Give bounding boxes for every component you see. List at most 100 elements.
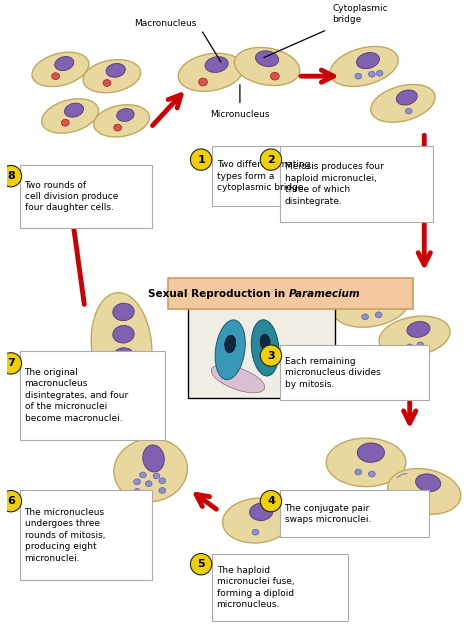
Ellipse shape bbox=[91, 293, 152, 399]
Ellipse shape bbox=[113, 303, 134, 320]
Text: Each remaining
micronucleus divides
by mitosis.: Each remaining micronucleus divides by m… bbox=[284, 356, 380, 389]
Text: 6: 6 bbox=[7, 496, 15, 506]
Ellipse shape bbox=[117, 109, 134, 121]
Ellipse shape bbox=[83, 59, 141, 93]
Circle shape bbox=[0, 353, 22, 374]
Ellipse shape bbox=[61, 119, 69, 126]
Ellipse shape bbox=[211, 365, 264, 393]
Ellipse shape bbox=[396, 90, 417, 105]
Text: The conjugate pair
swaps micronuclei.: The conjugate pair swaps micronuclei. bbox=[284, 504, 371, 524]
Ellipse shape bbox=[271, 72, 279, 80]
Ellipse shape bbox=[106, 63, 125, 77]
FancyBboxPatch shape bbox=[280, 345, 429, 400]
Text: 3: 3 bbox=[267, 351, 275, 361]
Ellipse shape bbox=[32, 52, 89, 87]
Ellipse shape bbox=[159, 487, 166, 494]
Ellipse shape bbox=[215, 320, 245, 380]
Ellipse shape bbox=[405, 108, 412, 114]
Text: 2: 2 bbox=[267, 155, 275, 164]
Ellipse shape bbox=[178, 53, 244, 92]
Ellipse shape bbox=[356, 52, 379, 69]
Circle shape bbox=[260, 149, 282, 170]
Ellipse shape bbox=[114, 439, 187, 502]
Ellipse shape bbox=[153, 473, 160, 479]
Circle shape bbox=[260, 345, 282, 367]
Text: 8: 8 bbox=[7, 171, 15, 181]
Ellipse shape bbox=[113, 348, 134, 365]
Circle shape bbox=[0, 490, 22, 512]
Text: Paramecium: Paramecium bbox=[288, 289, 360, 298]
Circle shape bbox=[191, 554, 212, 575]
Ellipse shape bbox=[251, 320, 279, 376]
Ellipse shape bbox=[235, 47, 300, 85]
Ellipse shape bbox=[417, 342, 424, 348]
Text: The haploid
micronuclei fuse,
forming a diploid
micronucleus.: The haploid micronuclei fuse, forming a … bbox=[217, 566, 294, 609]
Text: Micronucleus: Micronucleus bbox=[210, 110, 270, 119]
Ellipse shape bbox=[146, 481, 152, 487]
Ellipse shape bbox=[357, 443, 384, 463]
Ellipse shape bbox=[114, 125, 121, 131]
Ellipse shape bbox=[118, 391, 125, 398]
Text: The micronucleus
undergoes three
rounds of mitosis,
producing eight
micronuclei.: The micronucleus undergoes three rounds … bbox=[25, 507, 105, 562]
Text: 7: 7 bbox=[7, 358, 15, 368]
Ellipse shape bbox=[159, 478, 166, 483]
Text: 5: 5 bbox=[197, 559, 205, 569]
Text: Sexual Reproduction in: Sexual Reproduction in bbox=[148, 289, 288, 298]
Ellipse shape bbox=[134, 479, 140, 485]
Circle shape bbox=[191, 149, 212, 170]
Ellipse shape bbox=[128, 396, 135, 401]
Ellipse shape bbox=[55, 56, 74, 71]
Ellipse shape bbox=[355, 73, 362, 79]
FancyBboxPatch shape bbox=[212, 554, 347, 621]
Circle shape bbox=[260, 490, 282, 512]
Text: Macronucleus: Macronucleus bbox=[134, 19, 196, 28]
Ellipse shape bbox=[109, 396, 115, 401]
Text: Meiosis produces four
haploid micronuclei,
three of which
disintegrate.: Meiosis produces four haploid micronucle… bbox=[284, 162, 383, 205]
Ellipse shape bbox=[375, 312, 382, 318]
Ellipse shape bbox=[64, 103, 83, 117]
Ellipse shape bbox=[205, 57, 228, 73]
Ellipse shape bbox=[42, 99, 99, 133]
Ellipse shape bbox=[222, 498, 292, 543]
Text: 1: 1 bbox=[197, 155, 205, 164]
Ellipse shape bbox=[379, 316, 450, 356]
Ellipse shape bbox=[368, 471, 375, 477]
Ellipse shape bbox=[255, 51, 279, 66]
FancyBboxPatch shape bbox=[19, 166, 152, 228]
Ellipse shape bbox=[406, 344, 413, 349]
Ellipse shape bbox=[332, 283, 409, 327]
Ellipse shape bbox=[368, 71, 375, 77]
Text: 4: 4 bbox=[267, 496, 275, 506]
Text: The original
macronucleus
disintegrates, and four
of the micronuclei
become macr: The original macronucleus disintegrates,… bbox=[25, 368, 128, 423]
FancyBboxPatch shape bbox=[188, 307, 335, 398]
Ellipse shape bbox=[363, 289, 388, 306]
FancyBboxPatch shape bbox=[280, 146, 433, 222]
Ellipse shape bbox=[52, 73, 59, 80]
Ellipse shape bbox=[362, 314, 368, 320]
Text: Two different mating
types form a
cytoplasmic bridge.: Two different mating types form a cytopl… bbox=[217, 160, 310, 192]
Ellipse shape bbox=[113, 370, 134, 387]
Ellipse shape bbox=[416, 474, 441, 492]
Ellipse shape bbox=[113, 325, 134, 343]
Ellipse shape bbox=[371, 85, 435, 122]
Ellipse shape bbox=[326, 438, 406, 487]
Ellipse shape bbox=[376, 70, 383, 76]
Ellipse shape bbox=[139, 472, 146, 478]
Ellipse shape bbox=[225, 336, 236, 353]
FancyBboxPatch shape bbox=[280, 490, 429, 537]
Ellipse shape bbox=[199, 78, 208, 86]
Ellipse shape bbox=[134, 489, 140, 494]
Ellipse shape bbox=[252, 529, 259, 535]
FancyBboxPatch shape bbox=[19, 351, 165, 440]
FancyBboxPatch shape bbox=[168, 278, 413, 309]
Ellipse shape bbox=[407, 322, 430, 337]
Text: Cytoplasmic
bridge: Cytoplasmic bridge bbox=[332, 4, 388, 24]
Ellipse shape bbox=[388, 468, 461, 514]
Text: 25 μm: 25 μm bbox=[300, 387, 324, 397]
Ellipse shape bbox=[94, 105, 149, 137]
Ellipse shape bbox=[414, 497, 423, 505]
Ellipse shape bbox=[330, 47, 398, 87]
Ellipse shape bbox=[143, 445, 164, 472]
FancyBboxPatch shape bbox=[212, 146, 342, 206]
Text: Two rounds of
cell division produce
four daughter cells.: Two rounds of cell division produce four… bbox=[25, 181, 118, 212]
